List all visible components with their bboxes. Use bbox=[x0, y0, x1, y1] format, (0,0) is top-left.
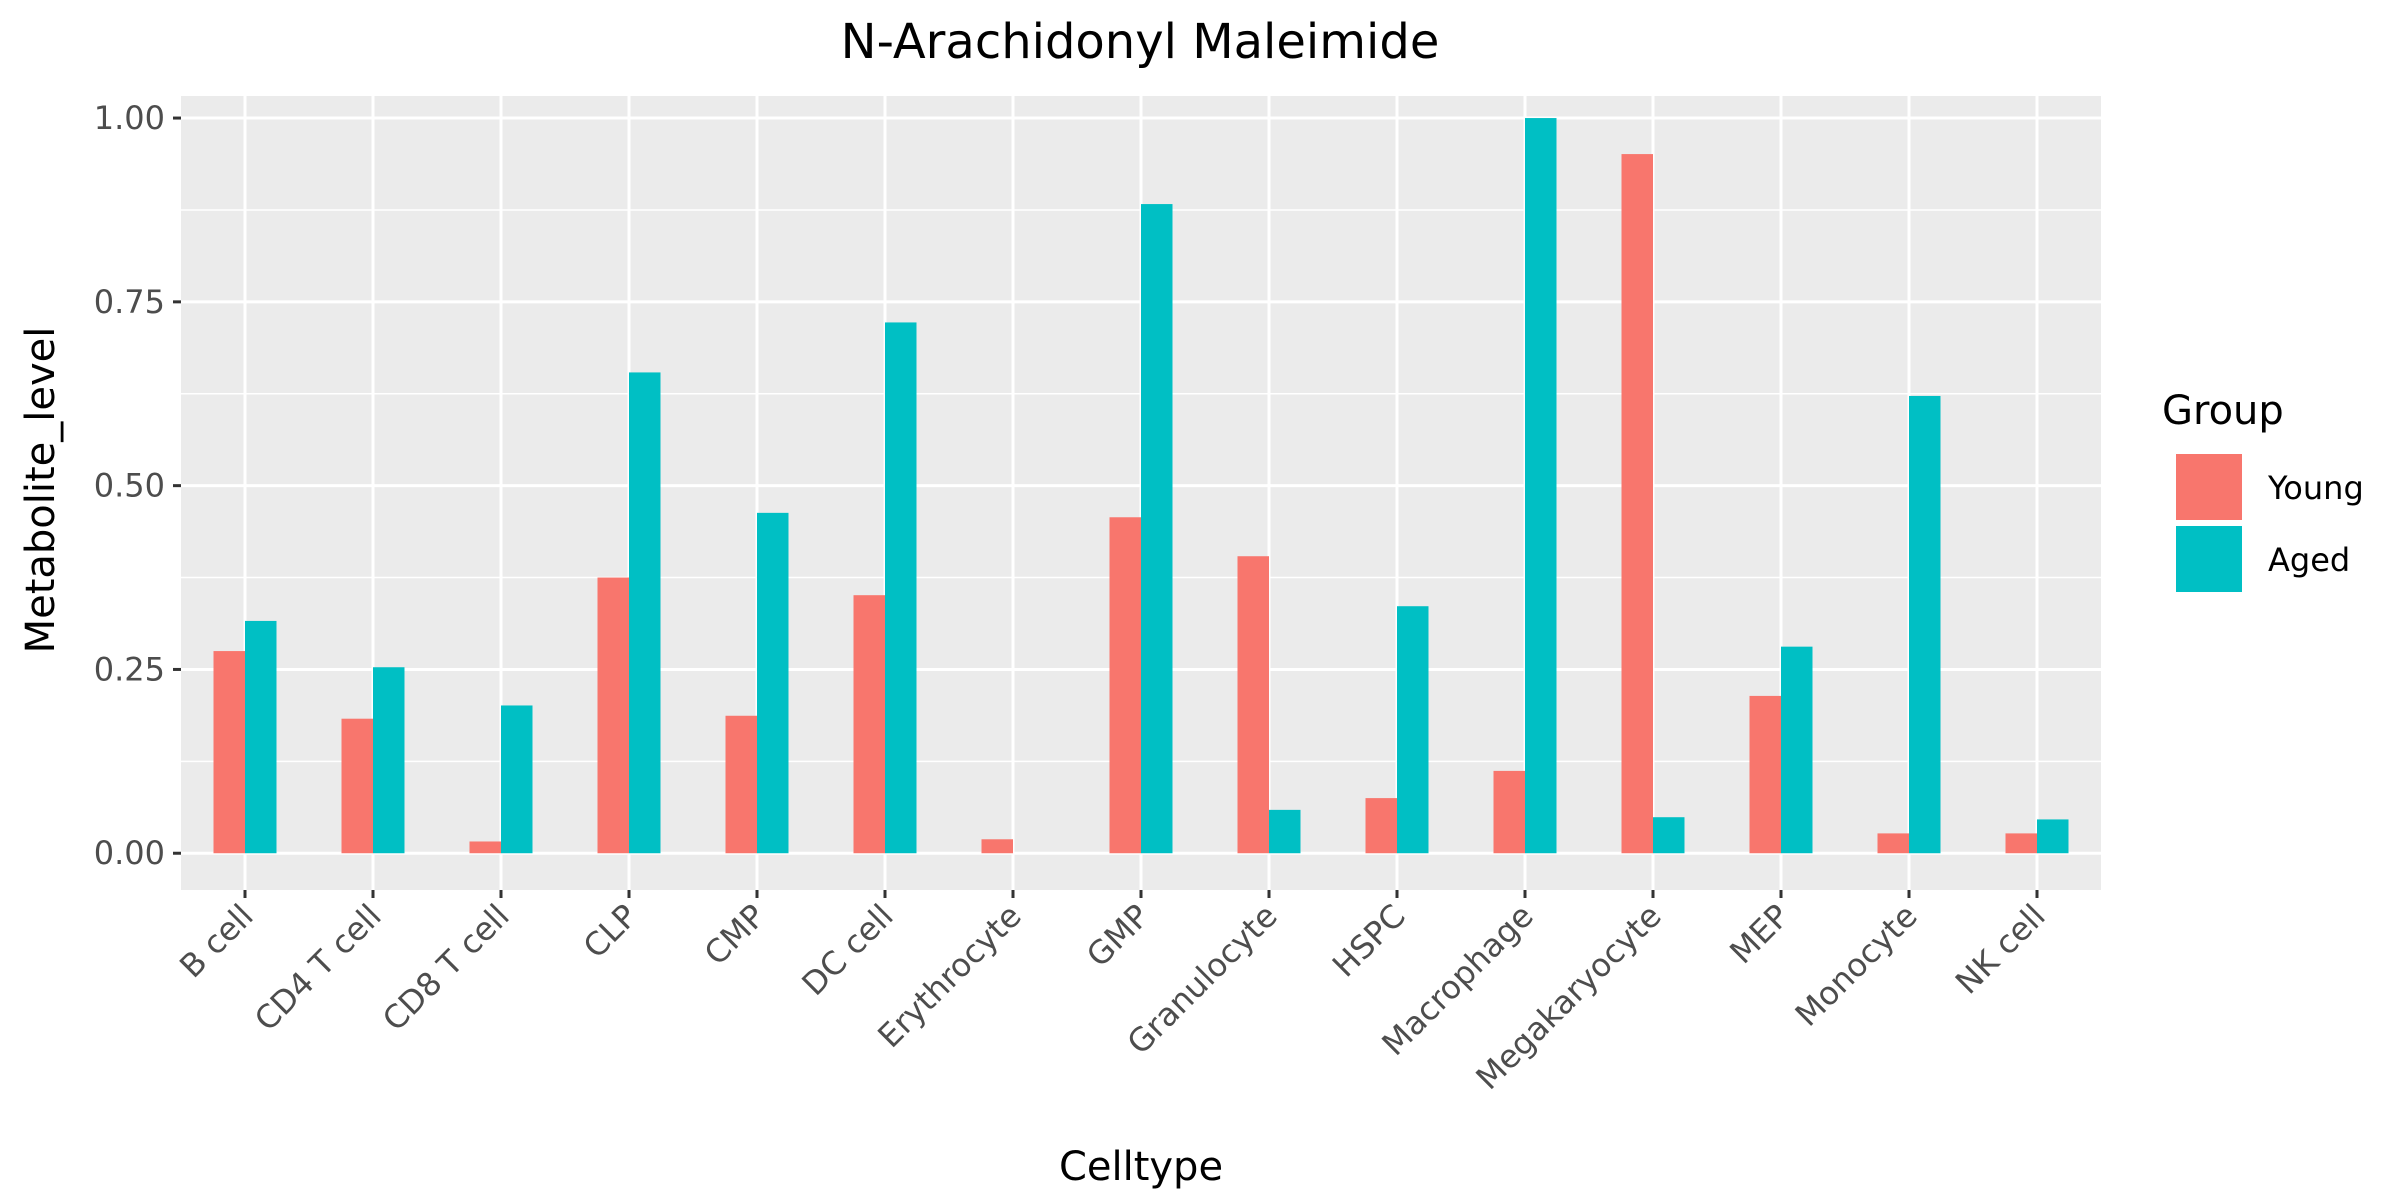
bar-aged bbox=[2037, 819, 2069, 854]
x-tick-label: B cell bbox=[172, 897, 261, 986]
bar-aged bbox=[1781, 646, 1813, 854]
bar-young bbox=[1237, 556, 1269, 854]
x-tick-label: NK cell bbox=[1948, 897, 2053, 1002]
bar-aged bbox=[1653, 817, 1685, 854]
x-tick-label: MEP bbox=[1722, 897, 1796, 971]
bar-aged bbox=[885, 322, 917, 854]
legend: Group Young Aged bbox=[2162, 388, 2364, 592]
y-tick-label: 1.00 bbox=[94, 99, 165, 137]
y-tick-label: 0.50 bbox=[94, 467, 165, 505]
bar-aged bbox=[1909, 395, 1941, 854]
bar-young bbox=[2005, 833, 2037, 854]
x-tick-label: Monocyte bbox=[1788, 897, 1925, 1034]
bar-young bbox=[981, 839, 1013, 854]
bar-young bbox=[1109, 517, 1141, 854]
bar-young bbox=[1621, 154, 1653, 854]
legend-label-young: Young bbox=[2267, 469, 2364, 507]
bar-young bbox=[597, 577, 629, 854]
legend-label-aged: Aged bbox=[2268, 541, 2350, 579]
y-tick-label: 0.00 bbox=[94, 834, 165, 872]
y-axis: 0.00 0.25 0.50 0.75 1.00 bbox=[94, 99, 181, 872]
y-tick-label: 0.25 bbox=[94, 650, 165, 688]
legend-key-aged bbox=[2176, 526, 2242, 592]
bars bbox=[213, 118, 2069, 854]
bar-young bbox=[1749, 695, 1781, 854]
chart-title: N-Arachidonyl Maleimide bbox=[841, 14, 1440, 70]
x-axis-title: Celltype bbox=[1059, 1144, 1223, 1190]
y-tick-label: 0.75 bbox=[94, 283, 165, 321]
bar-young bbox=[341, 718, 373, 854]
bar-young bbox=[853, 595, 885, 854]
x-tick-label: CLP bbox=[576, 897, 645, 966]
x-tick-label: CMP bbox=[697, 897, 773, 973]
bar-young bbox=[469, 841, 501, 854]
legend-key-young bbox=[2176, 454, 2242, 520]
y-axis-title: Metabolite_level bbox=[18, 327, 64, 654]
x-tick-label: HSPC bbox=[1325, 897, 1413, 985]
x-tick-label: DC cell bbox=[794, 897, 900, 1003]
bar-aged bbox=[629, 372, 661, 854]
bar-aged bbox=[757, 512, 789, 854]
bar-young bbox=[1365, 798, 1397, 854]
bar-aged bbox=[501, 705, 533, 854]
x-tick-label: CD8 T cell bbox=[375, 897, 517, 1039]
bar-aged bbox=[1397, 606, 1429, 854]
bar-young bbox=[1877, 833, 1909, 854]
bar-aged bbox=[245, 620, 277, 854]
bar-aged bbox=[1141, 204, 1173, 854]
x-tick-label: CD4 T cell bbox=[247, 897, 389, 1039]
bar-young bbox=[213, 651, 245, 854]
bar-aged bbox=[373, 667, 405, 854]
x-tick-label: GMP bbox=[1079, 897, 1157, 975]
legend-title: Group bbox=[2162, 388, 2284, 434]
bar-young bbox=[725, 715, 757, 854]
bar-aged bbox=[1525, 118, 1557, 854]
bar-aged bbox=[1269, 809, 1301, 854]
bar-young bbox=[1493, 770, 1525, 854]
